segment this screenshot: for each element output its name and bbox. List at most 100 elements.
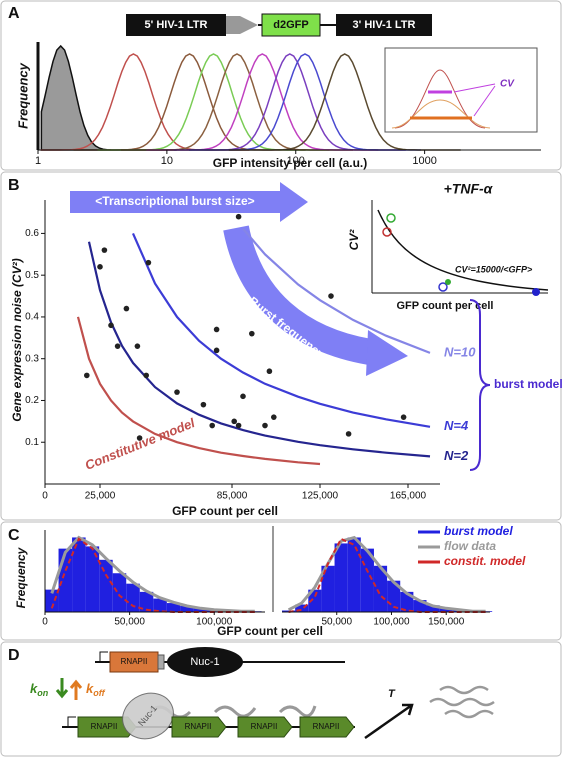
histogram-bar [439, 608, 453, 612]
ltr-label: 3' HIV-1 LTR [353, 19, 416, 31]
x-tick-label: 50,000 [321, 617, 352, 628]
data-point [174, 389, 180, 395]
x-tick-label: 1000 [412, 155, 436, 167]
data-point [101, 247, 108, 253]
inset-curve [394, 69, 486, 129]
bracket [469, 299, 491, 471]
model-curve [242, 228, 431, 354]
data-point [345, 431, 352, 437]
frame [0, 521, 562, 641]
histogram-bar [347, 537, 361, 612]
histogram-bar [180, 606, 194, 612]
data-point [97, 264, 103, 270]
inset-curve [377, 209, 549, 291]
data-point [213, 326, 220, 333]
bracket-label: burst models [494, 377, 562, 391]
histogram-line [50, 535, 255, 613]
x-tick-label: 100,000 [373, 617, 410, 628]
histogram-bar [295, 604, 309, 612]
data-point [271, 414, 277, 420]
density-curve [121, 53, 353, 151]
histogram-line [287, 535, 486, 613]
histogram-bar [321, 565, 335, 612]
data-point [400, 414, 407, 420]
histogram-bar [85, 546, 100, 612]
pause [157, 654, 165, 670]
y-tick-label: 0.2 [25, 395, 39, 406]
inset-curve [391, 99, 491, 129]
x-tick-label: 10 [161, 155, 173, 167]
x-tick-label: 100,000 [196, 617, 233, 628]
on-arrow [55, 678, 69, 699]
inset-point [382, 227, 392, 237]
panel-label: B [8, 177, 20, 194]
legend-label: burst model [444, 524, 513, 538]
histogram-bar [112, 573, 127, 612]
burst-frequency-head [366, 330, 408, 376]
data-point [231, 418, 237, 425]
data-point [136, 435, 143, 441]
data-point [213, 347, 220, 354]
inset-title: +TNF-α [444, 181, 494, 197]
data-point [84, 372, 90, 379]
polymerase [237, 716, 293, 738]
gfp-label: d2GFP [273, 19, 308, 31]
density-curve [173, 53, 406, 151]
histogram-bar [334, 543, 348, 612]
histogram-bar [193, 608, 208, 612]
polymerase-label: RNAPII [251, 722, 278, 731]
burst-frequency-arrow [223, 225, 373, 365]
y-tick-label: 0.4 [25, 312, 39, 323]
ltr-box [336, 14, 432, 36]
frame [0, 171, 562, 521]
histogram-bar [153, 598, 167, 612]
ltr-box [126, 14, 226, 36]
transcription-arrow [364, 703, 414, 740]
y-axis-title: Frequency [15, 62, 30, 129]
y-axis-title: Gene expression noise (CV²) [10, 258, 24, 421]
x-tick-label: 125,000 [302, 491, 339, 502]
inset-point [532, 288, 540, 296]
curve-label: N=10 [444, 344, 476, 359]
panel-label: D [8, 647, 20, 664]
polymerase [171, 716, 227, 738]
k-symbol: k [86, 681, 94, 696]
inset-point [438, 282, 448, 292]
k-on: kon [30, 681, 49, 698]
x-tick-label: 150,000 [428, 617, 465, 628]
polymerase-label: RNAPII [121, 657, 148, 666]
x-tick-label: 100 [287, 155, 305, 167]
promoter [99, 651, 108, 662]
inset-point [386, 213, 396, 223]
inset-label: CV [500, 79, 515, 90]
polymerase [299, 716, 355, 738]
data-point [114, 343, 121, 349]
transcript [148, 705, 317, 719]
density-curve [146, 53, 379, 151]
x-tick-label: 1 [35, 155, 41, 167]
data-point [145, 259, 152, 266]
nucleosome [167, 647, 243, 677]
x-tick-label: 50,000 [114, 617, 145, 628]
x-tick-label: 0 [42, 491, 48, 502]
legend-label: constit. model [444, 554, 526, 568]
y-tick-label: 0.1 [25, 437, 39, 448]
model-curve [87, 241, 431, 458]
density-curve [40, 44, 177, 151]
promoter [67, 716, 76, 727]
curve-label: N=2 [444, 448, 469, 463]
promoter-arrow [226, 16, 258, 34]
histogram-bar [72, 537, 86, 612]
nucleosome-label: Nuc-1 [190, 656, 219, 668]
inset-y-label: CV² [347, 229, 361, 251]
polymerase-label: RNAPII [185, 722, 212, 731]
data-point [143, 372, 149, 379]
y-tick-label: 0.5 [25, 270, 39, 281]
polymerase-label: RNAPII [313, 722, 340, 731]
inset-equation: CV²=15000/<GFP> [455, 264, 533, 274]
ltr-label: 5' HIV-1 LTR [145, 19, 208, 31]
x-tick-label: 0 [42, 617, 48, 628]
curve-label: N=4 [444, 418, 469, 433]
histogram-bar [373, 565, 388, 612]
inset-x-label: GFP count per cell [397, 300, 494, 312]
